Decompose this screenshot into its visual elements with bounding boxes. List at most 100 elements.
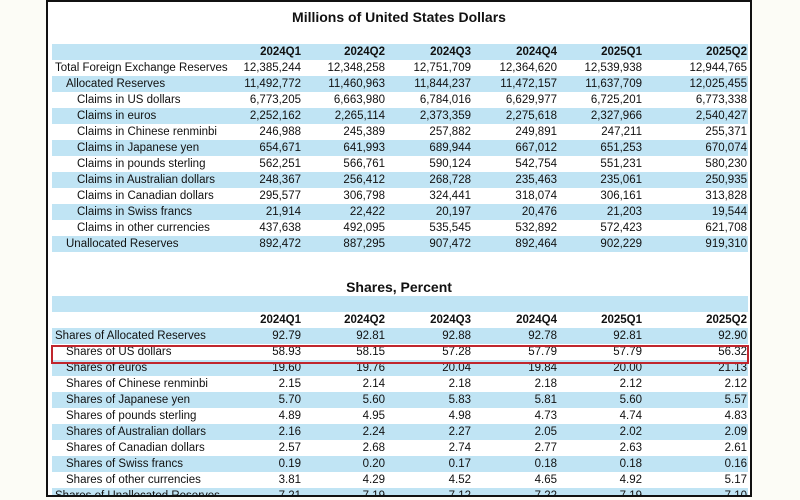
table-row: Claims in euros 2,252,162 2,265,114 2,373,3… — [52, 108, 748, 124]
row-label: Shares of euros — [66, 362, 148, 374]
table-row: Shares of Japanese yen 5.70 5.60 5.83 5.81 5.… — [52, 392, 748, 408]
row-label: Claims in US dollars — [77, 94, 181, 106]
cell-value: 542,754 — [515, 158, 557, 170]
table-row: Shares of Australian dollars 2.16 2.24 2.27… — [52, 424, 748, 440]
cell-value: 12,944,765 — [689, 62, 747, 74]
table-row: Shares of Swiss francs 0.19 0.20 0.17 0.18 0.… — [52, 456, 748, 472]
cell-value: 2.02 — [619, 426, 642, 438]
cell-value: 245,389 — [343, 126, 385, 138]
cell-value: 250,935 — [705, 174, 747, 186]
row-label: Shares of Unallocated Reserves — [55, 490, 220, 497]
row-label: Claims in euros — [77, 110, 157, 122]
table-row: Shares of US dollars 58.93 58.15 57.28 57.79… — [52, 344, 748, 360]
cell-value: 2.16 — [278, 426, 301, 438]
cell-value: 2.12 — [724, 378, 747, 390]
cell-value: 4.74 — [619, 410, 642, 422]
cell-value: 92.78 — [528, 330, 557, 342]
cell-value: 56.32 — [718, 346, 747, 358]
cell-value: 2.27 — [448, 426, 471, 438]
row-label: Shares of other currencies — [66, 474, 201, 486]
cell-value: 5.60 — [362, 394, 385, 406]
cell-value: 4.92 — [619, 474, 642, 486]
row-label: Shares of pounds sterling — [66, 410, 197, 422]
table-row: Claims in Swiss francs 21,914 22,422 20,197… — [52, 204, 748, 220]
cell-value: 492,095 — [343, 222, 385, 234]
cell-value: 6,629,977 — [505, 94, 557, 106]
header-row: 2024Q1 2024Q2 2024Q3 2024Q4 2025Q1 2025Q2 — [52, 312, 748, 328]
row-label: Claims in Australian dollars — [77, 174, 216, 186]
table-row: Claims in Canadian dollars 295,577 306,798… — [52, 188, 748, 204]
row-label: Claims in Canadian dollars — [77, 190, 214, 202]
column-header: 2025Q2 — [706, 46, 747, 58]
column-header: 2024Q1 — [260, 314, 301, 326]
cell-value: 2,540,427 — [695, 110, 747, 122]
cell-value: 248,367 — [259, 174, 301, 186]
cell-value: 12,025,455 — [689, 78, 747, 90]
cell-value: 892,464 — [515, 238, 557, 250]
cell-value: 268,728 — [429, 174, 471, 186]
table-row: Claims in US dollars 6,773,205 6,663,980 6,… — [52, 92, 748, 108]
table-row: Total Foreign Exchange Reserves 12,385,24… — [52, 60, 748, 76]
highlight-box-us-dollars — [51, 345, 749, 364]
cell-value: 670,074 — [705, 142, 747, 154]
table-row: Claims in Chinese renminbi 246,988 245,389… — [52, 124, 748, 140]
row-label: Shares of US dollars — [66, 346, 172, 358]
cell-value: 651,253 — [600, 142, 642, 154]
cell-value: 12,364,620 — [499, 62, 557, 74]
cell-value: 247,211 — [601, 126, 642, 138]
row-label: Claims in pounds sterling — [77, 158, 206, 170]
column-header: 2024Q3 — [430, 314, 471, 326]
row-label: Claims in Japanese yen — [77, 142, 200, 154]
cell-value: 235,061 — [600, 174, 642, 186]
row-label: Shares of Canadian dollars — [66, 442, 205, 454]
cell-value: 4.52 — [448, 474, 471, 486]
cell-value: 0.18 — [619, 458, 642, 470]
cell-value: 92.81 — [356, 330, 385, 342]
cell-value: 551,231 — [600, 158, 642, 170]
row-label: Claims in other currencies — [77, 222, 210, 234]
cell-value: 437,638 — [259, 222, 301, 234]
cell-value: 57.79 — [528, 346, 557, 358]
cell-value: 4.83 — [724, 410, 747, 422]
cell-value: 256,412 — [343, 174, 385, 186]
cell-value: 2.15 — [278, 378, 301, 390]
cell-value: 7.22 — [534, 490, 557, 497]
table-row: Shares of Unallocated Reserves 7.21 7.19 7.… — [52, 488, 748, 497]
row-label: Unallocated Reserves — [66, 238, 179, 250]
cell-value: 2.63 — [619, 442, 642, 454]
cell-value: 2.12 — [619, 378, 642, 390]
cell-value: 2.57 — [278, 442, 301, 454]
cell-value: 12,385,244 — [243, 62, 301, 74]
cell-value: 892,472 — [259, 238, 301, 250]
table-row: Shares of Canadian dollars 2.57 2.68 2.74 2.… — [52, 440, 748, 456]
cell-value: 11,472,157 — [500, 78, 557, 90]
cell-value: 21.13 — [718, 362, 747, 374]
cell-value: 246,988 — [259, 126, 301, 138]
cell-value: 3.81 — [278, 474, 301, 486]
cell-value: 324,441 — [429, 190, 471, 202]
table-row: Claims in pounds sterling 562,251 566,761 5… — [52, 156, 748, 172]
cell-value: 4.89 — [278, 410, 301, 422]
cell-value: 2.14 — [362, 378, 385, 390]
cell-value: 20.00 — [613, 362, 642, 374]
table-row: Shares of Allocated Reserves 92.79 92.81 92… — [52, 328, 748, 344]
cell-value: 2.61 — [724, 442, 747, 454]
cell-value: 0.17 — [448, 458, 471, 470]
cell-value: 11,460,963 — [328, 78, 385, 90]
cell-value: 318,074 — [515, 190, 557, 202]
cell-value: 4.95 — [362, 410, 385, 422]
cell-value: 4.73 — [534, 410, 557, 422]
cell-value: 257,882 — [429, 126, 471, 138]
cell-value: 6,784,016 — [419, 94, 471, 106]
cell-value: 6,663,980 — [333, 94, 385, 106]
row-label: Shares of Chinese renminbi — [66, 378, 208, 390]
cell-value: 2.77 — [534, 442, 557, 454]
cell-value: 654,671 — [259, 142, 301, 154]
cell-value: 12,348,258 — [327, 62, 385, 74]
cell-value: 306,161 — [600, 190, 642, 202]
cell-value: 2,265,114 — [334, 110, 385, 122]
cell-value: 2.05 — [534, 426, 557, 438]
cell-value: 313,828 — [705, 190, 747, 202]
cell-value: 4.65 — [534, 474, 557, 486]
cell-value: 5.81 — [534, 394, 557, 406]
